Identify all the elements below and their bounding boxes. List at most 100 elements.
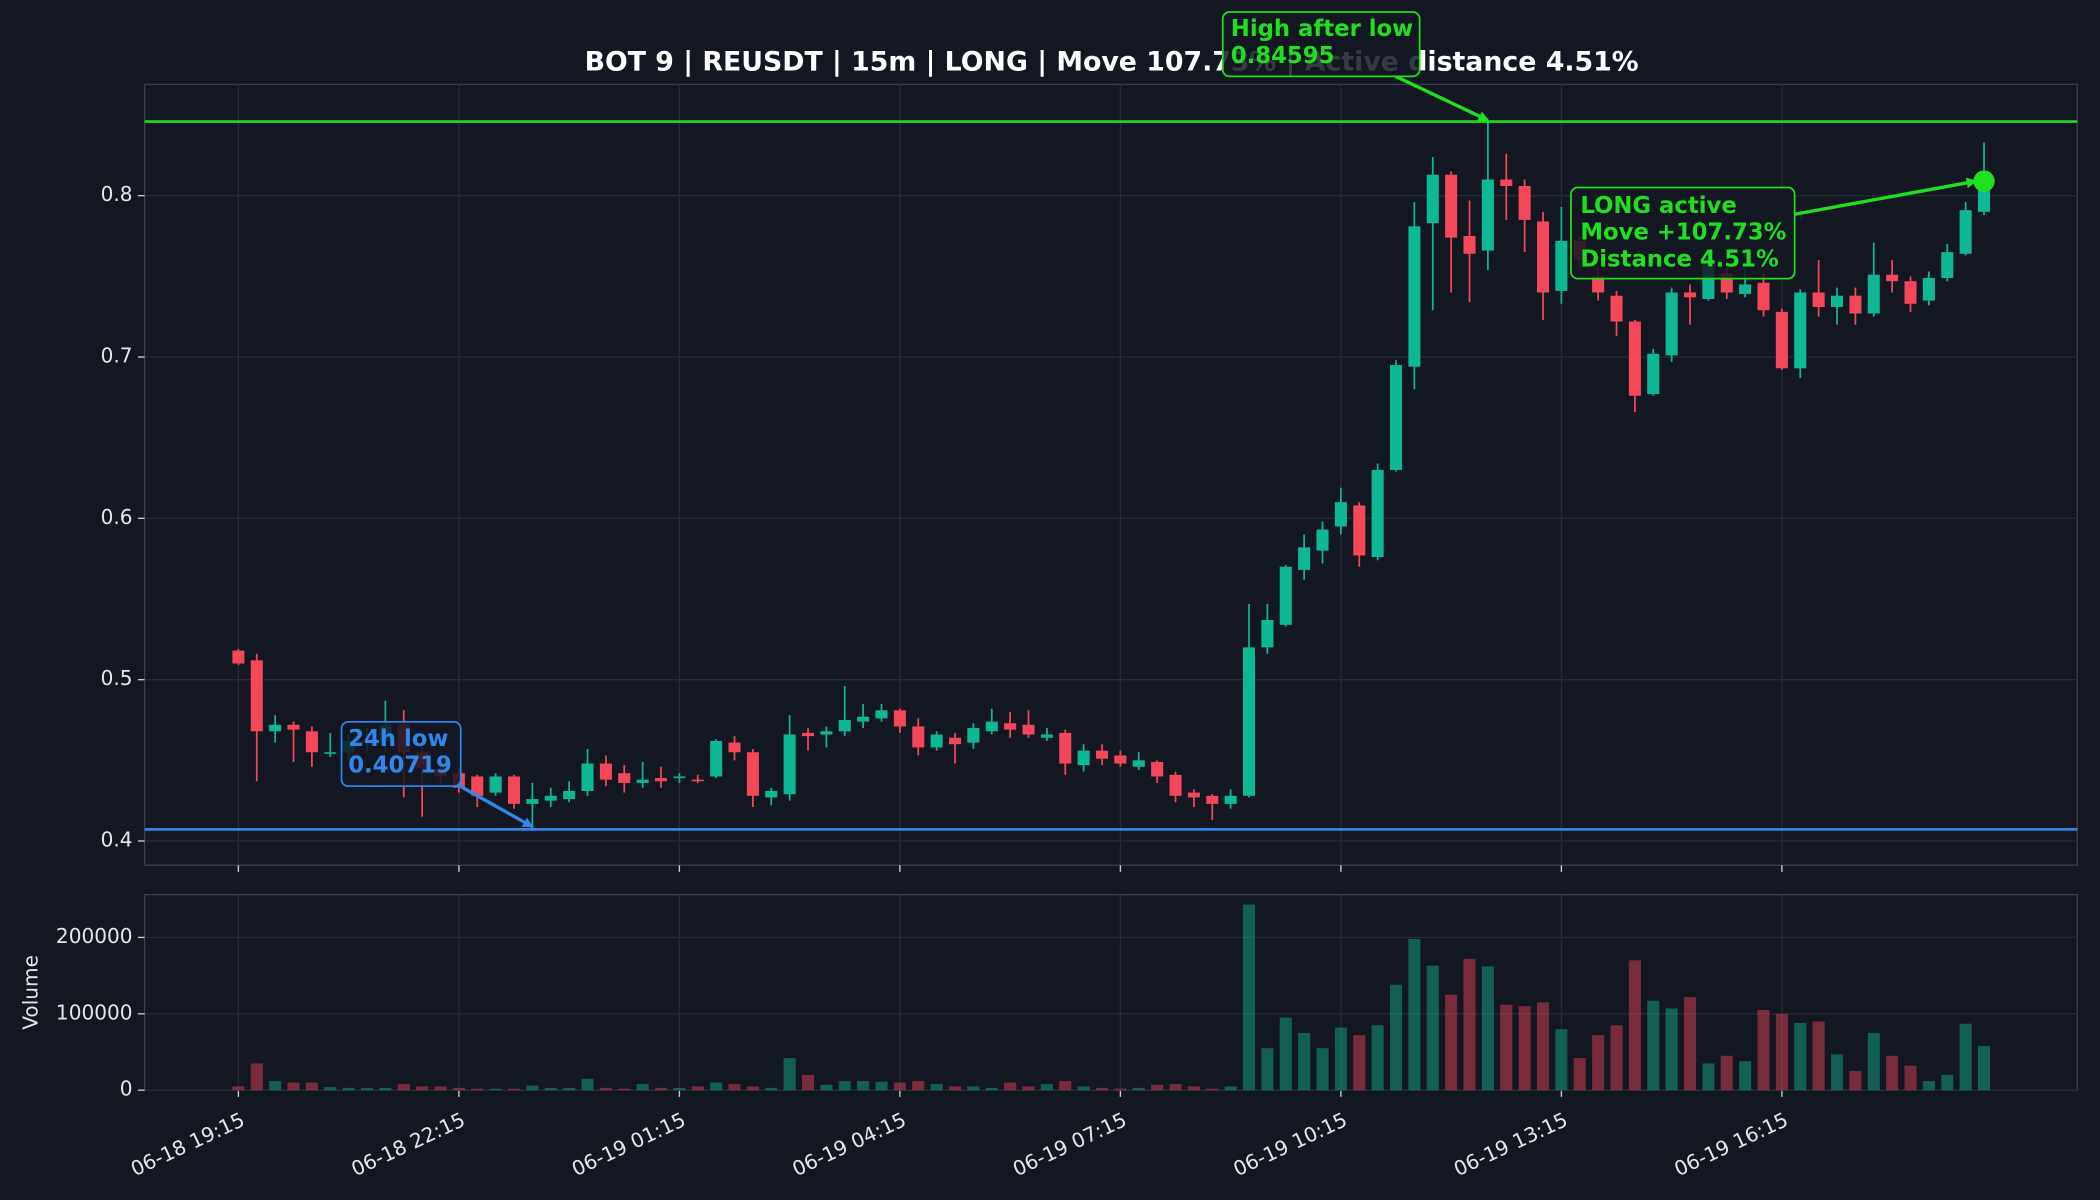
volume-bar (1904, 1065, 1917, 1091)
candle-body (1114, 755, 1127, 764)
volume-bar (507, 1088, 521, 1091)
high-annotation-box (1221, 11, 1421, 78)
volume-bar (1353, 1035, 1366, 1091)
candle-body (507, 776, 521, 804)
candle-body (1316, 529, 1329, 551)
candle-body (1353, 505, 1366, 556)
volume-bar (324, 1087, 337, 1091)
candle-body (1408, 226, 1421, 367)
volume-bar (1389, 984, 1403, 1091)
candle-body (526, 799, 539, 804)
volume-bar (967, 1086, 980, 1091)
volume-bar (1647, 1000, 1660, 1091)
candle-body (1059, 732, 1072, 764)
volume-bar (1794, 1022, 1807, 1091)
volume-bar (1886, 1055, 1899, 1091)
candle-body (1040, 734, 1053, 738)
candle-body (1886, 274, 1899, 282)
candle-body (1242, 647, 1256, 796)
low-annotation-value: 0.40719 (348, 753, 452, 779)
candle-body (710, 740, 723, 777)
volume-bar (1977, 1045, 1991, 1091)
candle-body (232, 650, 245, 664)
candle-body (1151, 761, 1164, 777)
volume-bar (948, 1086, 962, 1091)
volume-bar (1298, 1032, 1311, 1091)
volume-bar (857, 1081, 870, 1091)
volume-bar (801, 1074, 815, 1091)
candle-body (1022, 724, 1035, 735)
candle-body (1187, 792, 1200, 798)
volume-bar (1242, 904, 1256, 1091)
volume-bar (599, 1087, 612, 1091)
candle-body (1481, 179, 1494, 251)
volume-bar (691, 1086, 704, 1091)
price-panel (143, 83, 2078, 866)
y-tick-label: 0.4 (101, 827, 133, 851)
candle-body (1095, 750, 1109, 759)
candle-body (1426, 174, 1439, 224)
volume-bar (1261, 1048, 1274, 1091)
volume-bar (1959, 1023, 1972, 1091)
volume-bar (783, 1058, 796, 1091)
volume-bar (471, 1088, 484, 1091)
candle-body (1922, 277, 1935, 301)
volume-bar (912, 1081, 925, 1091)
candle-body (1077, 750, 1090, 766)
volume-bar (765, 1087, 778, 1091)
volume-bar (1371, 1025, 1384, 1091)
volume-bar (489, 1088, 502, 1091)
volume-bar (342, 1087, 355, 1091)
volume-bar (838, 1081, 851, 1091)
low-annotation-box (340, 721, 462, 788)
low-arrow (454, 782, 534, 829)
volume-bar (1132, 1087, 1145, 1091)
candle-body (1592, 276, 1605, 293)
candle-body (1279, 566, 1292, 625)
volume-bar (232, 1086, 245, 1091)
status-line: Move +107.73% (1580, 220, 1786, 246)
volume-bar (1573, 1058, 1586, 1091)
volume-bar (397, 1084, 410, 1091)
volume-bar (1500, 1004, 1513, 1091)
candle-body (1628, 321, 1641, 396)
volume-bar (1702, 1063, 1715, 1091)
volume-bar (1040, 1084, 1053, 1091)
y-tick-label: 100000 (56, 1000, 133, 1024)
candle-body (636, 779, 649, 783)
volume-bar (875, 1081, 888, 1091)
candle-body (1757, 282, 1770, 311)
candle-body (1206, 795, 1219, 804)
volume-bar (893, 1082, 906, 1091)
candle-body (1261, 619, 1274, 648)
candle-body (1500, 179, 1513, 187)
candle-body (1904, 281, 1917, 304)
candle-body (654, 778, 668, 782)
volume-bar (1536, 1002, 1550, 1091)
low-annotation-label: 24h low (348, 726, 448, 752)
volume-bar (1775, 1013, 1788, 1091)
candle-body (1959, 210, 1972, 254)
volume-bar (746, 1086, 759, 1091)
candle-body (1224, 795, 1237, 804)
y-tick-label: 0.5 (101, 666, 133, 690)
volume-bar (360, 1087, 374, 1091)
candle-body (1941, 252, 1954, 278)
volume-bar (1077, 1086, 1090, 1091)
candle-body (563, 790, 576, 800)
volume-bar (1408, 938, 1421, 1091)
volume-bar (1095, 1087, 1109, 1091)
candle-body (783, 734, 796, 795)
candle-body (599, 763, 612, 780)
candle-body (728, 742, 741, 753)
status-line: Distance 4.51% (1580, 246, 1779, 272)
candle-body (746, 752, 759, 796)
candle-body (893, 710, 906, 727)
volume-bar (1426, 965, 1439, 1091)
candle-body (1463, 236, 1476, 254)
volume-bar (250, 1063, 263, 1091)
candle-body (691, 779, 704, 782)
candle-body (1004, 723, 1017, 730)
